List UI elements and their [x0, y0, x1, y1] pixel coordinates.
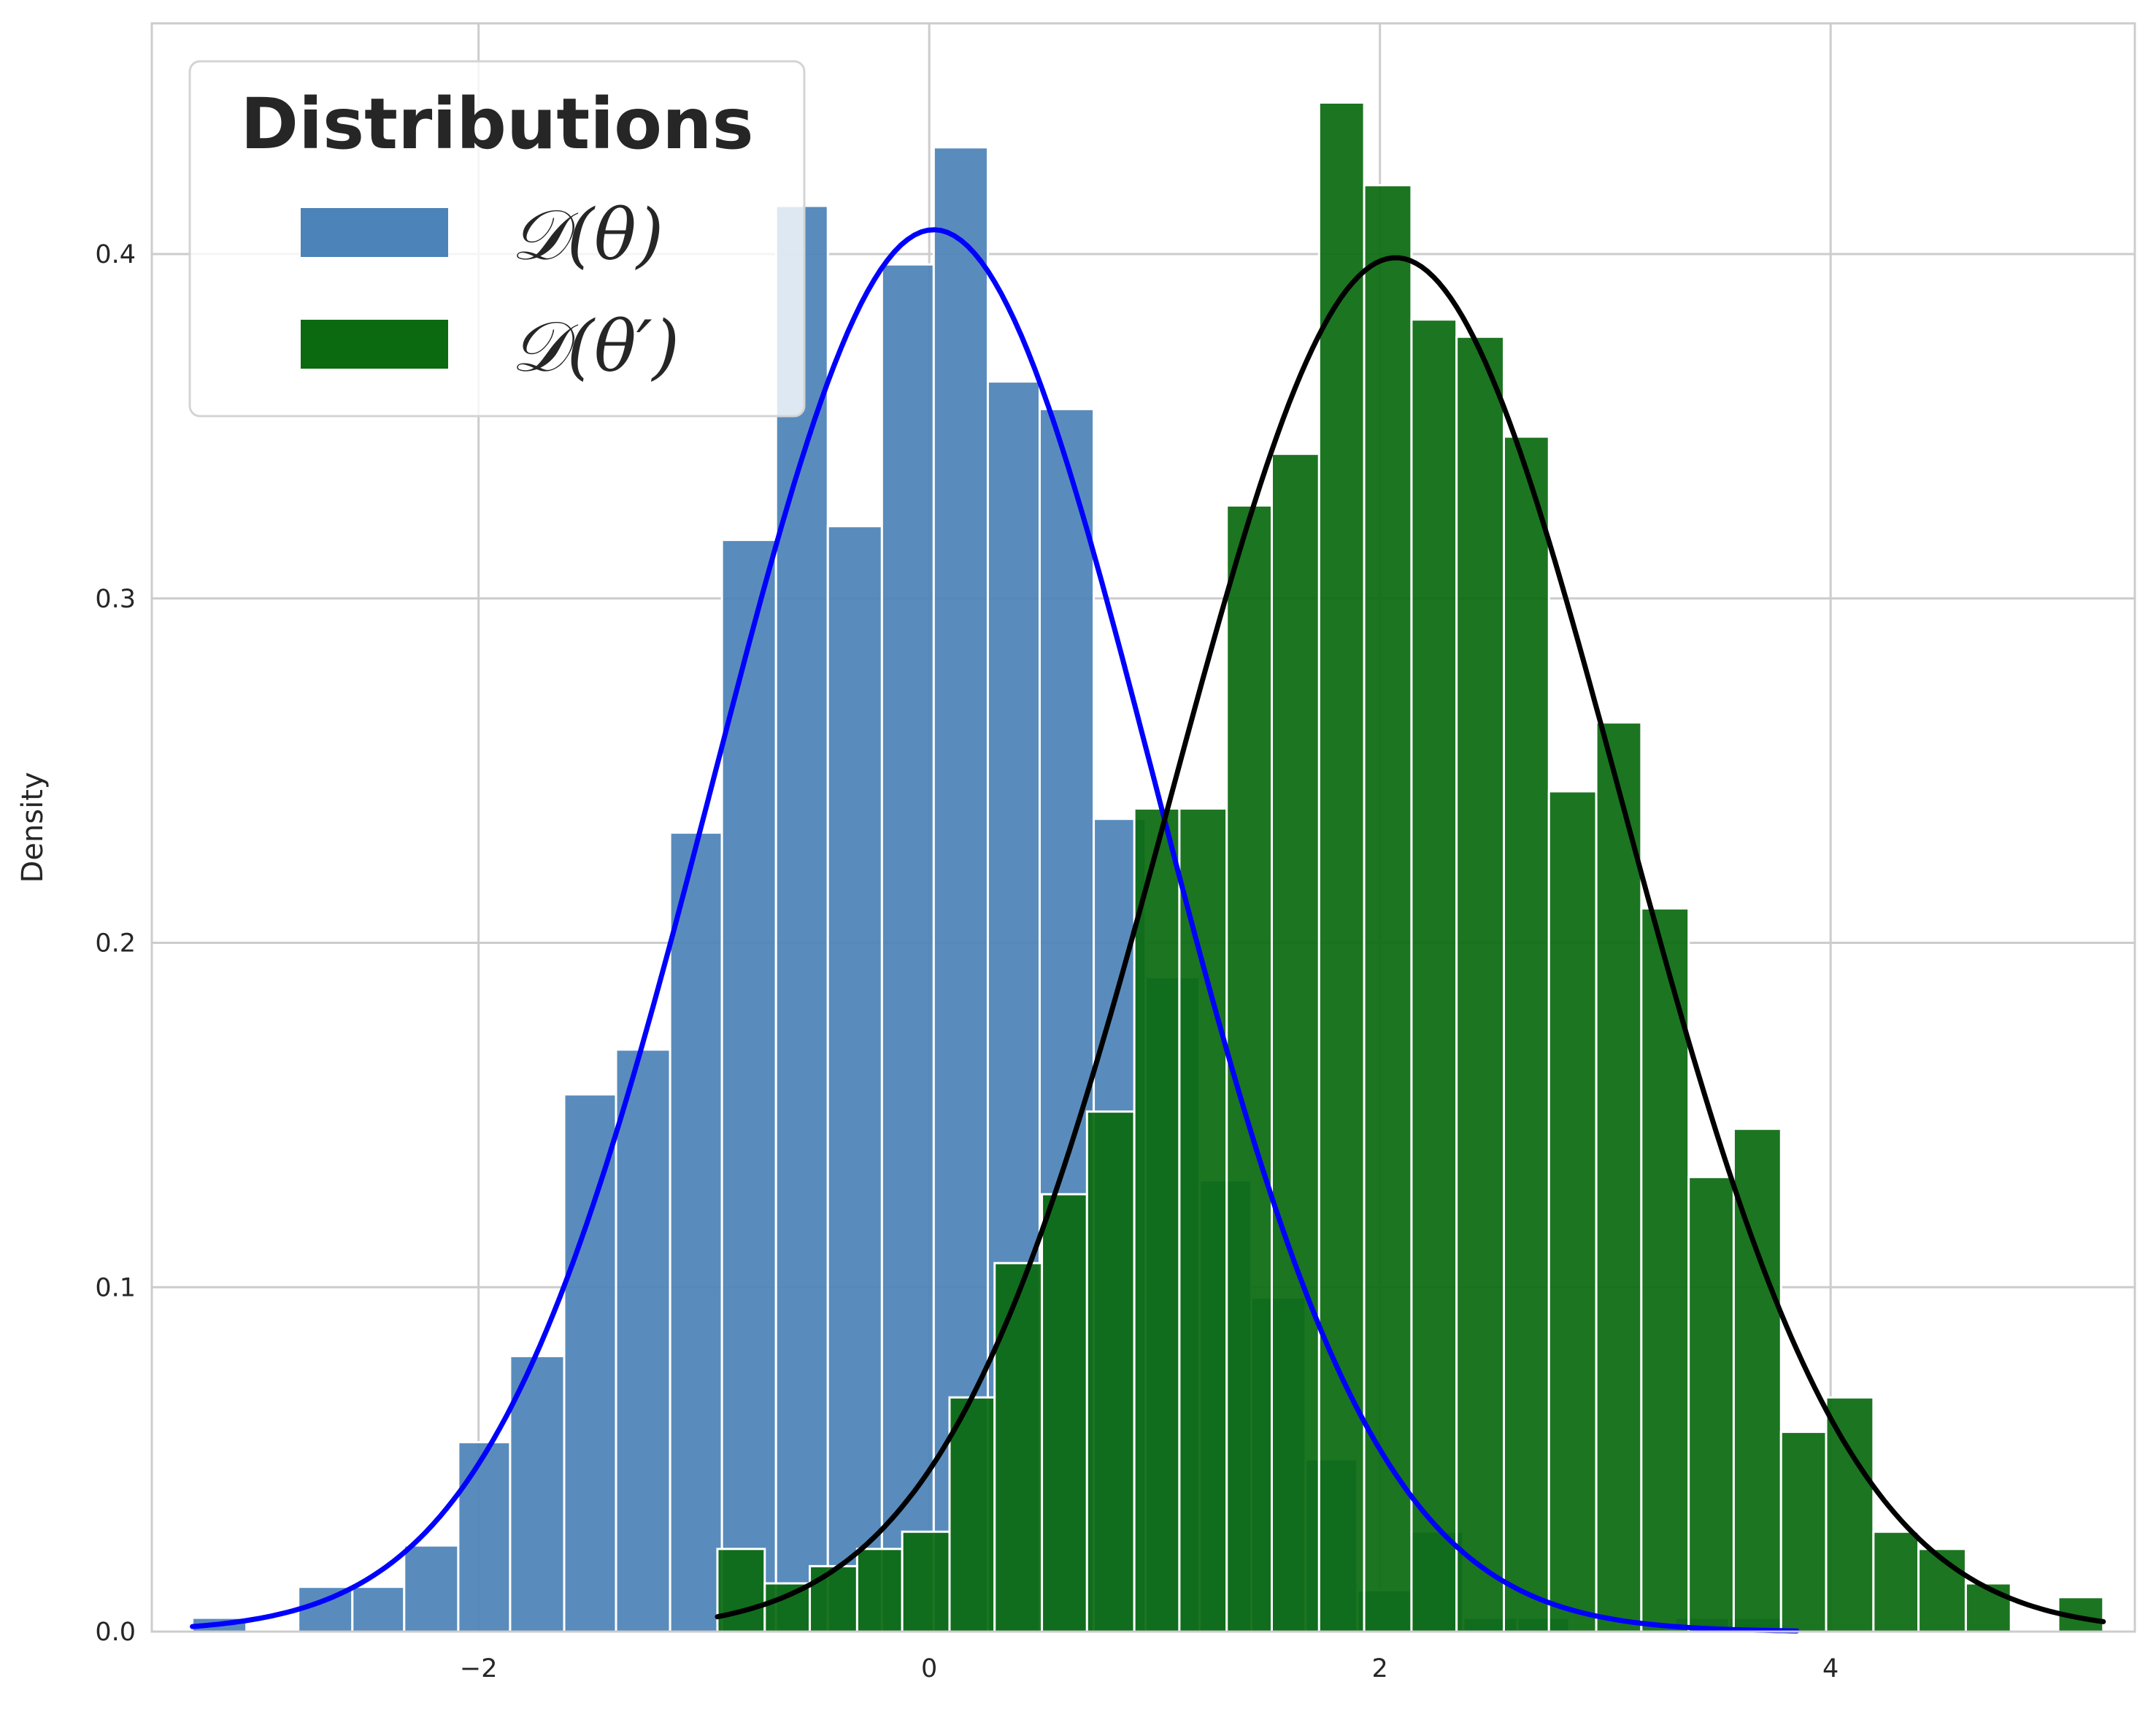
normal-fit-theta-prime-curve	[715, 255, 2106, 1624]
x-tick-label-2: 2	[1372, 1654, 1388, 1683]
y-axis-ticks: 0.0 0.1 0.2 0.3 0.4	[95, 240, 136, 1647]
bar-theta-12	[826, 525, 883, 1633]
legend-swatch-theta-prime	[301, 320, 448, 369]
y-tick-label-4: 0.4	[95, 240, 136, 269]
bar-theta-10	[720, 539, 777, 1633]
legend-swatch-theta	[301, 208, 448, 257]
bar-theta-prime-17	[1503, 435, 1550, 1633]
bar-theta-3	[351, 1586, 406, 1633]
legend-label-theta-prime: 𝒟(θ′)	[511, 306, 679, 388]
bar-theta-prime-6	[993, 1261, 1044, 1633]
x-tick-label-1: 0	[921, 1654, 937, 1683]
bar-theta-prime-16	[1455, 335, 1505, 1633]
bar-theta-prime-23	[1779, 1430, 1828, 1633]
x-axis-ticks: −2 0 2 4	[460, 1654, 1839, 1683]
fit-curves	[190, 227, 2106, 1634]
bar-theta-prime-24	[1825, 1396, 1875, 1633]
bar-theta-prime-3	[855, 1548, 904, 1633]
bar-theta-prime-9	[1133, 807, 1181, 1633]
legend-title: Distributions	[240, 83, 753, 165]
y-tick-label-1: 0.1	[95, 1273, 136, 1302]
bar-theta-prime-0	[716, 1548, 766, 1633]
bar-theta-prime-5	[948, 1396, 996, 1633]
bar-theta-7	[563, 1093, 617, 1633]
legend: Distributions 𝒟(θ) 𝒟(θ′)	[188, 60, 806, 418]
bar-theta-9	[669, 831, 723, 1633]
legend-label-theta: 𝒟(θ)	[511, 194, 663, 276]
bar-theta-prime-7	[1041, 1193, 1088, 1633]
y-tick-label-3: 0.3	[95, 585, 136, 614]
bar-theta-8	[615, 1048, 671, 1633]
bar-theta-prime-26	[1917, 1548, 1967, 1633]
bar-theta-4	[403, 1544, 460, 1633]
bars-theta-prime	[716, 101, 2105, 1633]
bar-theta-prime-15	[1410, 318, 1458, 1633]
bar-theta-5	[457, 1441, 512, 1633]
bar-theta-prime-19	[1595, 721, 1643, 1633]
plot-frame	[150, 22, 2136, 1633]
bar-theta-11	[774, 204, 829, 1633]
y-tick-label-2: 0.2	[95, 929, 136, 959]
y-tick-label-0: 0.0	[95, 1618, 136, 1647]
x-tick-label-0: −2	[460, 1654, 498, 1683]
bar-theta-prime-4	[901, 1530, 951, 1633]
bar-theta-prime-25	[1872, 1530, 1920, 1633]
bar-theta-prime-18	[1547, 790, 1598, 1633]
normal-fit-theta-curve	[190, 227, 1800, 1634]
y-axis-label: Density	[16, 772, 50, 883]
bar-theta-prime-8	[1085, 1110, 1136, 1633]
bar-theta-prime-12	[1270, 453, 1320, 1633]
bar-theta-prime-14	[1363, 184, 1413, 1633]
bar-theta-prime-10	[1178, 807, 1228, 1633]
x-tick-label-3: 4	[1822, 1654, 1839, 1683]
bar-theta-prime-13	[1317, 101, 1366, 1633]
bar-theta-13	[880, 263, 935, 1633]
bar-theta-prime-21	[1687, 1175, 1735, 1633]
bar-theta-prime-2	[809, 1564, 858, 1633]
